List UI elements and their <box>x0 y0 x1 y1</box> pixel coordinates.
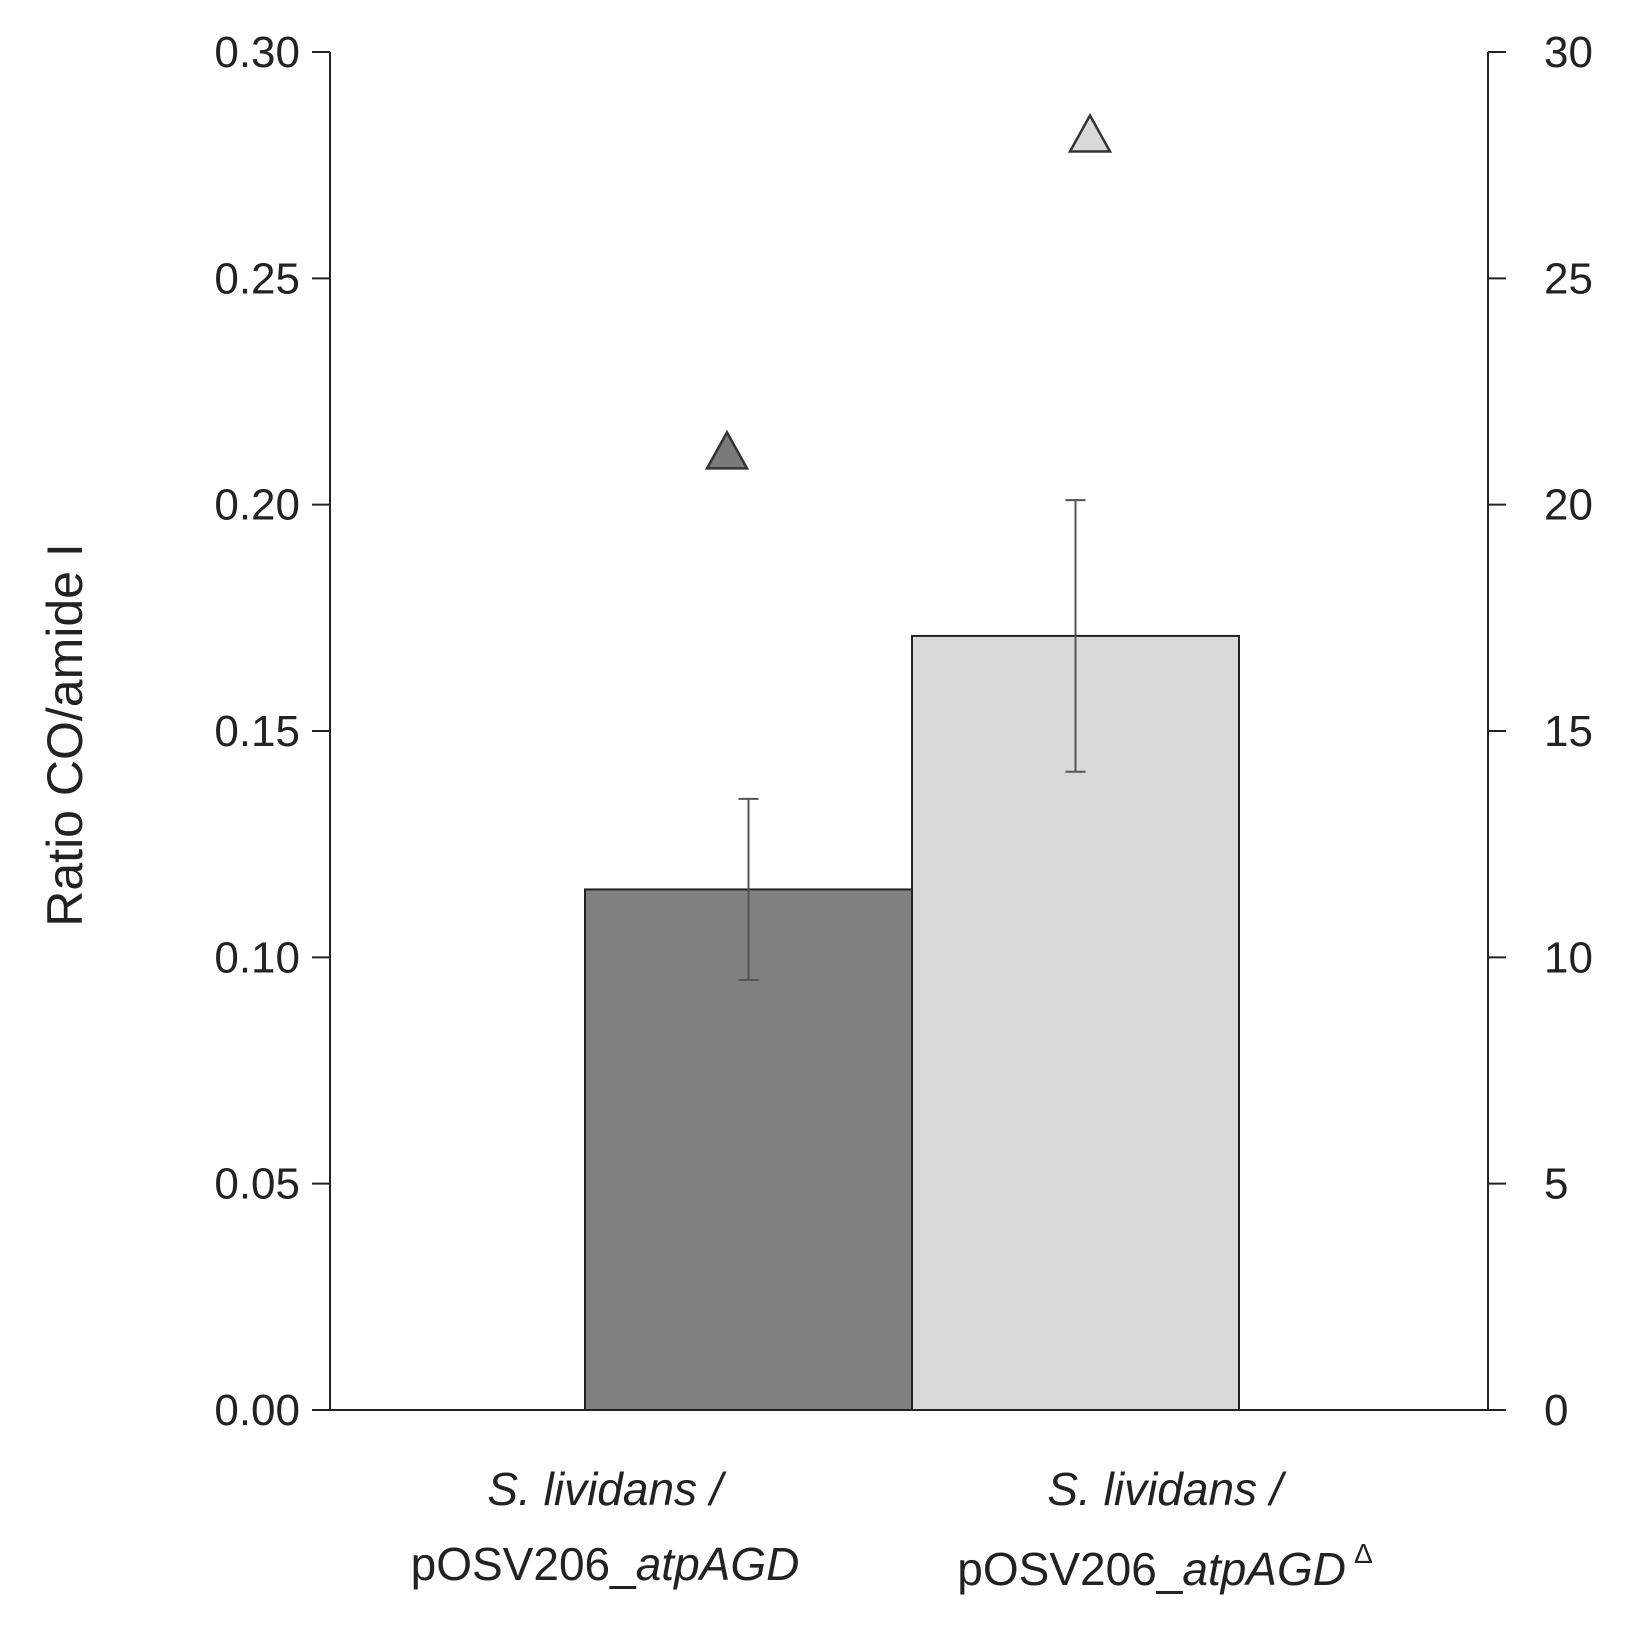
category-label-1-line2: pOSV206_atpAGD <box>411 1538 800 1590</box>
left-tick-label: 0.30 <box>214 28 300 77</box>
triangle-markers <box>704 112 1113 470</box>
category-label-2-plain: pOSV206_ <box>957 1543 1183 1595</box>
category-label-1-plain: pOSV206_ <box>411 1538 637 1590</box>
right-y-ticks: 0 5 10 15 20 25 30 <box>1488 28 1593 1435</box>
category-label-2: S. lividans / pOSV206_atpAGD Δ <box>957 1463 1372 1595</box>
category-label-2-italic: atpAGD <box>1182 1543 1346 1595</box>
category-label-2-line1: S. lividans / <box>1047 1463 1286 1515</box>
left-tick-label: 0.25 <box>214 254 300 303</box>
triangle-marker-2 <box>1067 112 1113 153</box>
left-tick-label: 0.00 <box>214 1386 300 1435</box>
right-tick-label: 0 <box>1544 1386 1568 1435</box>
right-tick-label: 25 <box>1544 254 1593 303</box>
left-tick-label: 0.10 <box>214 933 300 982</box>
right-tick-label: 20 <box>1544 481 1593 530</box>
y-axis-title: Ratio CO/amide I <box>37 543 93 926</box>
triangle-marker-1 <box>704 429 750 470</box>
left-tick-label: 0.15 <box>214 707 300 756</box>
right-tick-label: 5 <box>1544 1160 1568 1209</box>
category-label-1: S. lividans / pOSV206_atpAGD <box>411 1463 800 1590</box>
category-label-1-line1: S. lividans / <box>487 1463 726 1515</box>
category-label-1-italic: atpAGD <box>636 1538 800 1590</box>
category-label-2-superscript: Δ <box>1354 1538 1373 1569</box>
right-tick-label: 15 <box>1544 707 1593 756</box>
bars <box>584 634 1240 1411</box>
left-tick-label: 0.20 <box>214 481 300 530</box>
error-bars <box>738 499 1086 981</box>
left-y-ticks: 0.00 0.05 0.10 0.15 0.20 0.25 0.30 <box>214 28 330 1435</box>
category-label-2-line2: pOSV206_atpAGD Δ <box>957 1538 1372 1595</box>
left-tick-label: 0.05 <box>214 1160 300 1209</box>
right-tick-label: 30 <box>1544 28 1593 77</box>
right-tick-label: 10 <box>1544 933 1593 982</box>
